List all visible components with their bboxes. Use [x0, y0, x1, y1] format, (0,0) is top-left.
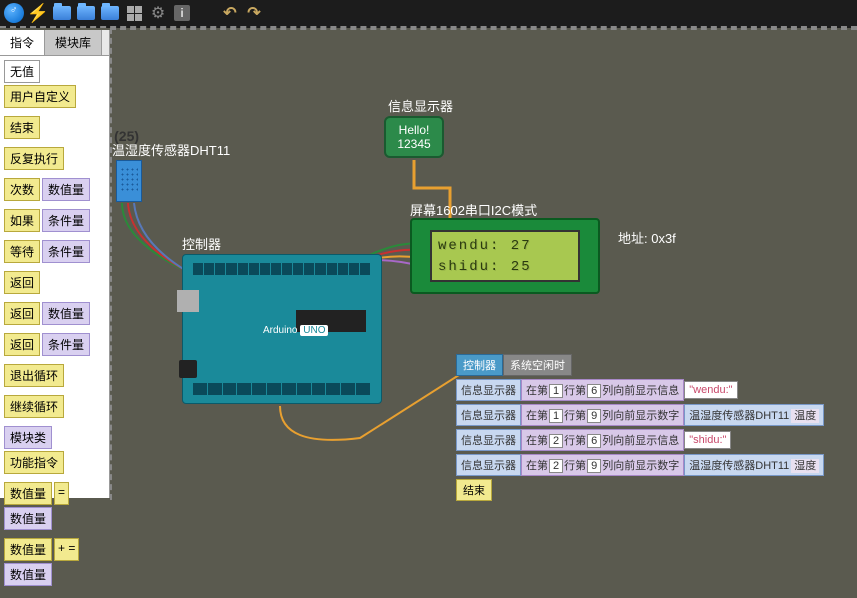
blk-display: 信息显示器 [456, 454, 521, 476]
cmd-repeat[interactable]: 反复执行 [4, 147, 64, 170]
lcd-label: 屏幕1602串口I2C模式 [410, 200, 537, 219]
cmd-end[interactable]: 结束 [4, 116, 40, 139]
info-line2: 12345 [397, 137, 430, 151]
arduino-model: UNO [300, 325, 328, 336]
cmd-num-val-2[interactable]: 数值量 [42, 302, 90, 325]
folder-icon-3[interactable] [100, 3, 120, 23]
code-tag-controller[interactable]: 控制器 [456, 354, 503, 376]
cmd-times[interactable]: 次数 [4, 178, 40, 201]
cmd-continue-loop[interactable]: 继续循环 [4, 395, 64, 418]
tiles-icon[interactable] [124, 3, 144, 23]
cmd-cond-val[interactable]: 条件量 [42, 209, 90, 232]
cmd-num-val[interactable]: 数值量 [42, 178, 90, 201]
lcd-module[interactable]: wendu: 27 shidu: 25 [410, 218, 600, 294]
app-icon[interactable] [4, 3, 24, 23]
blk-display: 信息显示器 [456, 429, 521, 451]
info-icon[interactable]: i [172, 3, 192, 23]
cmd-return-num[interactable]: 返回 [4, 302, 40, 325]
blk-pos: 在第2行第6列向前显示信息 [521, 429, 684, 451]
code-row-2[interactable]: 信息显示器 在第1行第9列向前显示数字 温湿度传感器DHT11温度 [456, 404, 824, 426]
cmd-return[interactable]: 返回 [4, 271, 40, 294]
blk-sensor: 温湿度传感器DHT11温度 [684, 404, 824, 426]
controller-label: 控制器 [182, 234, 221, 253]
cmd-cond-val-3[interactable]: 条件量 [42, 333, 90, 356]
blk-display: 信息显示器 [456, 379, 521, 401]
tab-commands[interactable]: 指令 [0, 30, 45, 55]
run-icon[interactable]: ⚡ [28, 3, 48, 23]
command-list: 无值用户自定义 结束 反复执行 次数数值量 如果条件量 等待条件量 返回 返回数… [0, 56, 109, 598]
tabs: 指令 模块库 [0, 30, 109, 56]
canvas[interactable]: 9% (25) 温湿度传感器DHT11 信息显示器 Hello! 12345 控… [0, 28, 857, 500]
cmd-exit-loop[interactable]: 退出循环 [4, 364, 64, 387]
lcd-line1: wendu: 27 [438, 236, 572, 257]
cmd-no-value[interactable]: 无值 [4, 60, 40, 83]
tab-library[interactable]: 模块库 [45, 30, 102, 55]
code-panel[interactable]: 控制器 系统空闲时 信息显示器 在第1行第6列向前显示信息 "wendu:" 信… [456, 354, 824, 501]
code-end[interactable]: 结束 [456, 479, 492, 501]
code-row-4[interactable]: 信息显示器 在第2行第9列向前显示数字 温湿度传感器DHT11湿度 [456, 454, 824, 476]
code-header: 控制器 系统空闲时 [456, 354, 824, 376]
cmd-module-class[interactable]: 模块类 [4, 426, 52, 449]
cmd-return-cond[interactable]: 返回 [4, 333, 40, 356]
code-tag-idle[interactable]: 系统空闲时 [503, 354, 572, 376]
lcd-line2: shidu: 25 [438, 257, 572, 278]
cmd-pluseq[interactable]: + = [54, 538, 79, 561]
cmd-num-val-4[interactable]: 数值量 [4, 563, 52, 586]
code-row-3[interactable]: 信息显示器 在第2行第6列向前显示信息 "shidu:" [456, 429, 824, 451]
settings-icon[interactable]: ⚙ [148, 3, 168, 23]
cmd-eq[interactable]: = [54, 482, 69, 505]
blk-display: 信息显示器 [456, 404, 521, 426]
cmd-num-val-3[interactable]: 数值量 [4, 507, 52, 530]
info-display-label: 信息显示器 [388, 96, 453, 115]
lcd-addr: 地址: 0x3f [618, 228, 676, 247]
folder-icon-2[interactable] [76, 3, 96, 23]
blk-sensor: 温湿度传感器DHT11湿度 [684, 454, 824, 476]
blk-pos: 在第1行第6列向前显示信息 [521, 379, 684, 401]
info-line1: Hello! [399, 123, 430, 137]
code-row-1[interactable]: 信息显示器 在第1行第6列向前显示信息 "wendu:" [456, 379, 824, 401]
arduino-board[interactable]: Arduino UNO [182, 254, 382, 404]
redo-icon[interactable]: ↷ [244, 3, 264, 23]
blk-pos: 在第1行第9列向前显示数字 [521, 404, 684, 426]
blk-text: "wendu:" [684, 381, 737, 399]
folder-icon-1[interactable] [52, 3, 72, 23]
blk-text: "shidu:" [684, 431, 731, 449]
cmd-num-plus[interactable]: 数值量 [4, 538, 52, 561]
cmd-num-assign[interactable]: 数值量 [4, 482, 52, 505]
blk-pos: 在第2行第9列向前显示数字 [521, 454, 684, 476]
left-panel: 指令 模块库 无值用户自定义 结束 反复执行 次数数值量 如果条件量 等待条件量… [0, 30, 110, 498]
cmd-user-def[interactable]: 用户自定义 [4, 85, 76, 108]
cmd-wait[interactable]: 等待 [4, 240, 40, 263]
cmd-func[interactable]: 功能指令 [4, 451, 64, 474]
arduino-name: Arduino [263, 325, 297, 336]
undo-icon[interactable]: ↶ [220, 3, 240, 23]
cmd-if[interactable]: 如果 [4, 209, 40, 232]
cmd-cond-val-2[interactable]: 条件量 [42, 240, 90, 263]
toolbar: ⚡ ⚙ i ↶ ↷ [0, 0, 857, 28]
dht-sensor[interactable] [116, 160, 142, 202]
info-display[interactable]: Hello! 12345 [384, 116, 444, 158]
